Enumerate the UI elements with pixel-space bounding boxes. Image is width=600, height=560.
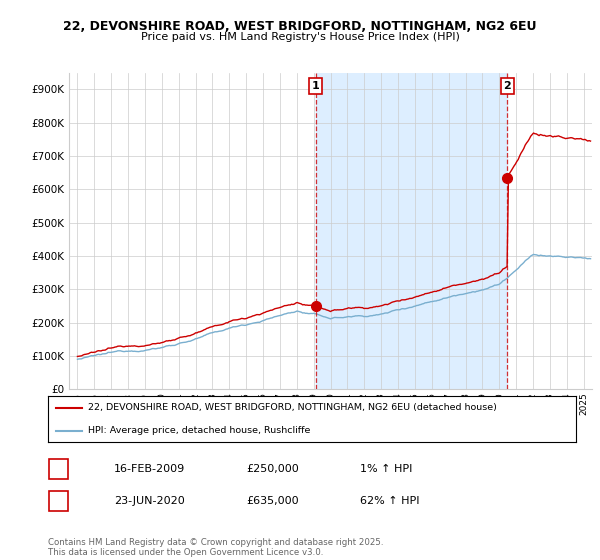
Text: HPI: Average price, detached house, Rushcliffe: HPI: Average price, detached house, Rush… <box>88 426 310 436</box>
Bar <box>316 73 508 389</box>
Text: Price paid vs. HM Land Registry's House Price Index (HPI): Price paid vs. HM Land Registry's House … <box>140 32 460 43</box>
Text: 16-FEB-2009: 16-FEB-2009 <box>114 464 185 474</box>
Text: 1: 1 <box>312 81 320 91</box>
Text: 2: 2 <box>503 81 511 91</box>
Text: 1% ↑ HPI: 1% ↑ HPI <box>360 464 412 474</box>
Text: 22, DEVONSHIRE ROAD, WEST BRIDGFORD, NOTTINGHAM, NG2 6EU: 22, DEVONSHIRE ROAD, WEST BRIDGFORD, NOT… <box>63 20 537 33</box>
Text: Contains HM Land Registry data © Crown copyright and database right 2025.
This d: Contains HM Land Registry data © Crown c… <box>48 538 383 557</box>
Text: 62% ↑ HPI: 62% ↑ HPI <box>360 496 419 506</box>
Text: £250,000: £250,000 <box>246 464 299 474</box>
Text: £635,000: £635,000 <box>246 496 299 506</box>
Text: 23-JUN-2020: 23-JUN-2020 <box>114 496 185 506</box>
Text: 2: 2 <box>55 496 62 506</box>
Text: 22, DEVONSHIRE ROAD, WEST BRIDGFORD, NOTTINGHAM, NG2 6EU (detached house): 22, DEVONSHIRE ROAD, WEST BRIDGFORD, NOT… <box>88 403 496 413</box>
Text: 1: 1 <box>55 464 62 474</box>
